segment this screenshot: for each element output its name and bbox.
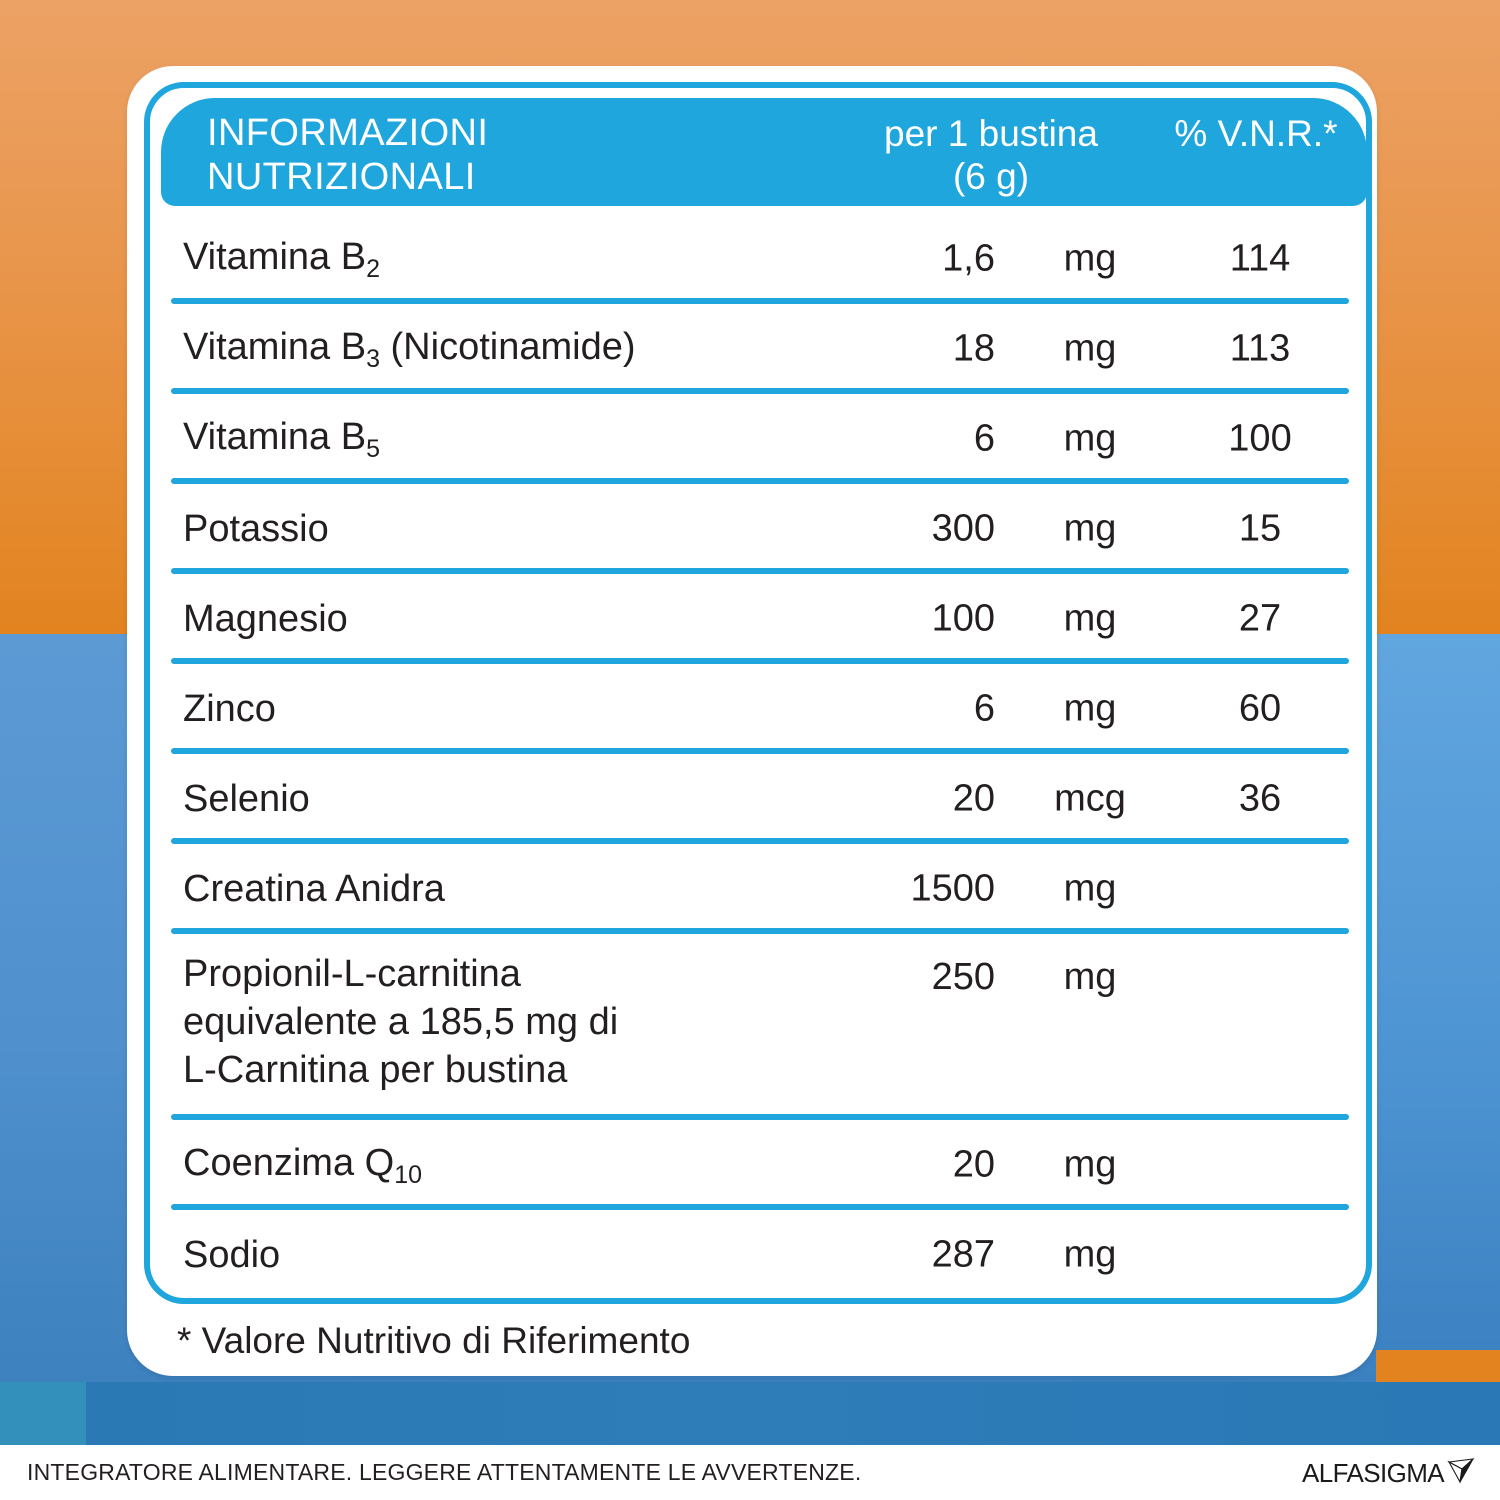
nutrient-name: Magnesio: [183, 598, 348, 640]
nutrient-vnr-percent: 113: [1229, 327, 1291, 370]
nutrient-name: Vitamina B3 (Nicotinamide): [183, 326, 636, 373]
table-row: Vitamina B3 (Nicotinamide) 18 mg 113: [150, 304, 1378, 394]
nutrient-unit: mg: [1063, 687, 1117, 730]
table-row: Coenzima Q10 20 mg: [150, 1120, 1378, 1210]
row-divider: [171, 928, 1349, 934]
nutrient-name: Selenio: [183, 778, 310, 820]
row-divider: [171, 1114, 1349, 1120]
table-footnote: * Valore Nutritivo di Riferimento: [177, 1320, 691, 1361]
row-divider: [171, 1204, 1349, 1210]
table-header-per-serving: per 1 bustina: [884, 113, 1098, 154]
brand-logo: ALFASIGMA: [1302, 1456, 1476, 1491]
nutrient-vnr-percent: 27: [1238, 597, 1282, 640]
nutrient-name: Coenzima Q10: [183, 1142, 423, 1189]
row-divider: [171, 298, 1349, 304]
nutrient-unit: mg: [1063, 1143, 1117, 1186]
brand-name: ALFASIGMA: [1302, 1458, 1445, 1488]
bottom-bar: INTEGRATORE ALIMENTARE. LEGGERE ATTENTAM…: [0, 1445, 1500, 1500]
table-row: Selenio 20 mcg 36: [150, 754, 1378, 844]
table-header-serving-size: (6 g): [952, 156, 1030, 197]
nutrition-rows: Vitamina B2 1,6 mg 114 Vitamina B3 (Nicotina…: [150, 214, 1378, 1300]
nutrient-name-subscript: 2: [366, 255, 380, 283]
nutrient-name: Propionil-L-carnitina equivalente a 185,…: [183, 953, 619, 1091]
table-header-vnr: % V.N.R.*: [1174, 113, 1338, 154]
nutrient-amount: 250: [931, 956, 995, 998]
table-row: Creatina Anidra 1500 mg: [150, 844, 1378, 934]
table-row: Sodio 287 mg: [150, 1210, 1378, 1300]
nutrient-unit: mg: [1063, 597, 1117, 640]
row-divider: [171, 568, 1349, 574]
background-orange-corner-patch: [1376, 1350, 1500, 1382]
nutrient-amount: 20: [952, 777, 995, 820]
nutrition-table-frame: INFORMAZIONI NUTRIZIONALI per 1 bustina …: [144, 82, 1372, 1304]
nutrient-amount: 287: [931, 1233, 995, 1276]
table-header-title: INFORMAZIONI NUTRIZIONALI: [207, 112, 489, 198]
nutrient-vnr-percent: 114: [1229, 237, 1291, 280]
nutrient-unit: mg: [1063, 327, 1117, 370]
nutrient-unit: mg: [1063, 507, 1117, 550]
nutrient-amount: 20: [952, 1143, 995, 1186]
nutrient-name-subscript: 10: [394, 1161, 423, 1189]
nutrient-amount: 18: [952, 327, 995, 370]
background-blue-band: [0, 1382, 1500, 1445]
background-blue-band-left-accent: [0, 1382, 86, 1445]
nutrient-unit: mg: [1063, 417, 1117, 460]
tetrahedron-icon: [1446, 1456, 1476, 1491]
row-divider: [171, 658, 1349, 664]
legal-disclaimer: INTEGRATORE ALIMENTARE. LEGGERE ATTENTAM…: [27, 1459, 862, 1485]
nutrient-amount: 1,6: [942, 237, 995, 280]
nutrient-unit: mg: [1063, 956, 1117, 998]
nutrient-unit: mg: [1063, 867, 1117, 910]
nutrient-vnr-percent: 60: [1238, 687, 1282, 730]
nutrient-amount: 1500: [910, 867, 995, 910]
nutrient-name: Sodio: [183, 1234, 281, 1276]
nutrient-name: Vitamina B2: [183, 236, 380, 283]
table-header: INFORMAZIONI NUTRIZIONALI per 1 bustina …: [161, 98, 1367, 206]
nutrient-name: Creatina Anidra: [183, 868, 445, 910]
table-row: Vitamina B2 1,6 mg 114: [150, 214, 1378, 304]
row-divider: [171, 478, 1349, 484]
table-row: Magnesio 100 mg 27: [150, 574, 1378, 664]
nutrient-vnr-percent: 15: [1238, 507, 1282, 550]
nutrient-amount: 6: [973, 687, 995, 730]
nutrient-name: Potassio: [183, 508, 329, 550]
nutrient-name: Vitamina B5: [183, 416, 380, 463]
nutrient-name-subscript: 5: [366, 435, 380, 463]
nutrient-name-subscript: 3: [366, 345, 380, 373]
table-row: Zinco 6 mg 60: [150, 664, 1378, 754]
nutrient-amount: 100: [931, 597, 995, 640]
table-row: Propionil-L-carnitina equivalente a 185,…: [150, 934, 1378, 1120]
table-row: Potassio 300 mg 15: [150, 484, 1378, 574]
row-divider: [171, 388, 1349, 394]
nutrient-vnr-percent: 36: [1238, 777, 1282, 820]
nutrient-unit: mg: [1063, 237, 1117, 280]
nutrient-vnr-percent: 100: [1228, 417, 1292, 460]
table-row: Vitamina B5 6 mg 100: [150, 394, 1378, 484]
nutrient-unit: mg: [1063, 1233, 1117, 1276]
nutrient-name: Zinco: [183, 688, 276, 730]
nutrient-amount: 300: [931, 507, 995, 550]
row-divider: [171, 838, 1349, 844]
nutrient-unit: mcg: [1054, 777, 1126, 820]
nutrition-card: INFORMAZIONI NUTRIZIONALI per 1 bustina …: [127, 66, 1377, 1376]
nutrient-amount: 6: [973, 417, 995, 460]
row-divider: [171, 748, 1349, 754]
